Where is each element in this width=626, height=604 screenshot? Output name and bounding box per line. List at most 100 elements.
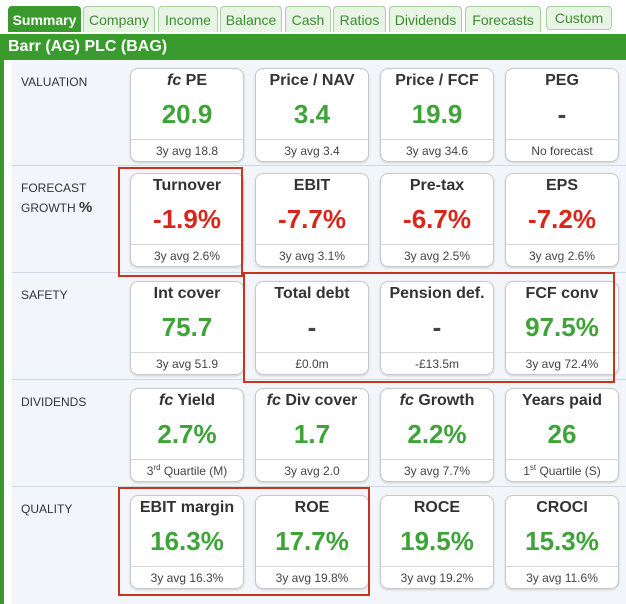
card-value: -: [557, 99, 567, 129]
card-years-paid[interactable]: Years paid 26 1st Quartile (S): [505, 388, 619, 482]
card-title: fc Yield: [158, 392, 216, 409]
card-title: ROCE: [413, 499, 461, 516]
card-footer: 3y avg 3.1%: [256, 244, 368, 266]
card-footer: £0.0m: [256, 352, 368, 374]
section-safety: SAFETY Int cover 75.7 3y avg 51.9 Total …: [12, 273, 626, 380]
card-value: 19.9: [411, 99, 463, 129]
card-price-fcf[interactable]: Price / FCF 19.9 3y avg 34.6: [380, 68, 494, 162]
card-footer: 3rd Quartile (M): [131, 459, 243, 481]
card-fc-div-cover[interactable]: fc Div cover 1.7 3y avg 2.0: [255, 388, 369, 482]
card-eps[interactable]: EPS -7.2% 3y avg 2.6%: [505, 173, 619, 267]
tab-company[interactable]: Company: [83, 6, 155, 32]
card-value: -7.2%: [528, 204, 596, 234]
card-value: 16.3%: [150, 526, 224, 556]
card-title: Turnover: [152, 177, 222, 194]
card-title: Price / FCF: [395, 72, 479, 89]
card-fc-pe[interactable]: fc PE 20.9 3y avg 18.8: [130, 68, 244, 162]
card-footer: No forecast: [506, 139, 618, 161]
section-label-quality: QUALITY: [21, 502, 73, 516]
card-title: fc Growth: [399, 392, 475, 409]
card-footer: 3y avg 16.3%: [131, 566, 243, 588]
card-ebit-margin[interactable]: EBIT margin 16.3% 3y avg 16.3%: [130, 495, 244, 589]
card-value: 19.5%: [400, 526, 474, 556]
card-int-cover[interactable]: Int cover 75.7 3y avg 51.9: [130, 281, 244, 375]
card-pension-def[interactable]: Pension def. - -£13.5m: [380, 281, 494, 375]
tab-forecasts[interactable]: Forecasts: [465, 6, 541, 32]
card-title: Int cover: [153, 285, 221, 302]
card-footer: 3y avg 34.6: [381, 139, 493, 161]
card-value: 15.3%: [525, 526, 599, 556]
card-footer: 3y avg 51.9: [131, 352, 243, 374]
card-value: 20.9: [161, 99, 213, 129]
card-value: 17.7%: [275, 526, 349, 556]
card-footer: 3y avg 3.4: [256, 139, 368, 161]
card-fcf-conv[interactable]: FCF conv 97.5% 3y avg 72.4%: [505, 281, 619, 375]
card-footer: 3y avg 2.6%: [131, 244, 243, 266]
card-title: EBIT: [293, 177, 331, 194]
card-footer: 3y avg 2.5%: [381, 244, 493, 266]
card-total-debt[interactable]: Total debt - £0.0m: [255, 281, 369, 375]
card-title: FCF conv: [525, 285, 599, 302]
section-label-valuation: VALUATION: [21, 75, 88, 89]
card-value: 97.5%: [525, 312, 599, 342]
card-footer: 3y avg 19.2%: [381, 566, 493, 588]
card-fc-yield[interactable]: fc Yield 2.7% 3rd Quartile (M): [130, 388, 244, 482]
tab-custom[interactable]: Custom: [546, 6, 612, 30]
card-fc-growth[interactable]: fc Growth 2.2% 3y avg 7.7%: [380, 388, 494, 482]
card-value: 3.4: [293, 99, 331, 129]
card-footer: 3y avg 72.4%: [506, 352, 618, 374]
section-label-forecast-growth: FORECAST GROWTH %: [21, 181, 93, 216]
card-title: PEG: [545, 72, 579, 89]
card-roe[interactable]: ROE 17.7% 3y avg 19.8%: [255, 495, 369, 589]
card-value: 1.7: [293, 419, 331, 449]
card-value: 2.7%: [157, 419, 217, 449]
company-title: Barr (AG) PLC (BAG): [0, 34, 626, 60]
card-peg[interactable]: PEG - No forecast: [505, 68, 619, 162]
section-quality: QUALITY EBIT margin 16.3% 3y avg 16.3% R…: [12, 487, 626, 604]
section-dividends: DIVIDENDS fc Yield 2.7% 3rd Quartile (M)…: [12, 380, 626, 487]
section-forecast-growth: FORECAST GROWTH % Turnover -1.9% 3y avg …: [12, 166, 626, 273]
card-value: 75.7: [161, 312, 213, 342]
card-pre-tax[interactable]: Pre-tax -6.7% 3y avg 2.5%: [380, 173, 494, 267]
card-title: EPS: [545, 177, 578, 194]
card-value: 2.2%: [407, 419, 467, 449]
card-footer: 1st Quartile (S): [506, 459, 618, 481]
card-title: Total debt: [274, 285, 350, 302]
card-value: -: [432, 312, 442, 342]
tab-income[interactable]: Income: [158, 6, 218, 32]
card-value: -: [307, 312, 317, 342]
card-footer: 3y avg 2.6%: [506, 244, 618, 266]
card-footer: 3y avg 11.6%: [506, 566, 618, 588]
tab-dividends[interactable]: Dividends: [389, 6, 462, 32]
tab-summary[interactable]: Summary: [8, 6, 81, 32]
card-value: 26: [547, 419, 577, 449]
card-value: -7.7%: [278, 204, 346, 234]
tab-bar: Summary Company Income Balance Cash Rati…: [0, 0, 626, 36]
card-price-nav[interactable]: Price / NAV 3.4 3y avg 3.4: [255, 68, 369, 162]
section-valuation: VALUATION fc PE 20.9 3y avg 18.8 Price /…: [12, 60, 626, 166]
card-title: fc Div cover: [266, 392, 358, 409]
card-ebit[interactable]: EBIT -7.7% 3y avg 3.1%: [255, 173, 369, 267]
card-footer: 3y avg 18.8: [131, 139, 243, 161]
section-label-safety: SAFETY: [21, 288, 68, 302]
tab-cash[interactable]: Cash: [285, 6, 331, 32]
tab-ratios[interactable]: Ratios: [333, 6, 386, 32]
card-turnover[interactable]: Turnover -1.9% 3y avg 2.6%: [130, 173, 244, 267]
card-title: Pension def.: [389, 285, 485, 302]
card-roce[interactable]: ROCE 19.5% 3y avg 19.2%: [380, 495, 494, 589]
summary-panel: VALUATION fc PE 20.9 3y avg 18.8 Price /…: [0, 60, 626, 604]
section-label-dividends: DIVIDENDS: [21, 395, 87, 409]
card-footer: 3y avg 2.0: [256, 459, 368, 481]
card-title: fc PE: [166, 72, 208, 89]
card-title: Price / NAV: [269, 72, 355, 89]
card-value: -1.9%: [153, 204, 221, 234]
card-title: Years paid: [521, 392, 603, 409]
card-croci[interactable]: CROCI 15.3% 3y avg 11.6%: [505, 495, 619, 589]
tab-balance[interactable]: Balance: [220, 6, 282, 32]
card-title: CROCI: [536, 499, 588, 516]
card-footer: -£13.5m: [381, 352, 493, 374]
card-value: -6.7%: [403, 204, 471, 234]
card-footer: 3y avg 19.8%: [256, 566, 368, 588]
card-title: Pre-tax: [409, 177, 465, 194]
card-title: ROE: [294, 499, 330, 516]
